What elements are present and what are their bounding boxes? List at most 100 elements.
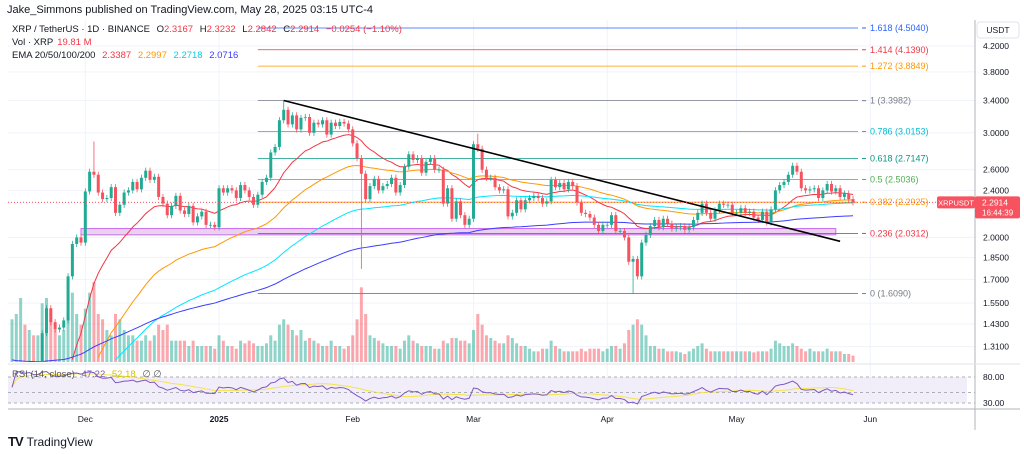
candle (791, 162, 795, 178)
fib-level-label: 1.618 (4.5040) (870, 23, 929, 33)
volume-bar (70, 292, 74, 362)
high-label: H (199, 24, 207, 35)
candle-body (661, 218, 665, 228)
candle (381, 183, 385, 194)
volume-bar (627, 330, 631, 362)
volume-bar (808, 348, 812, 362)
volume-bar (635, 319, 639, 362)
candle (510, 209, 514, 220)
price-tag-price: 2.2914 (982, 197, 1008, 207)
candle (562, 179, 566, 193)
volume-bar (821, 351, 825, 362)
candles (40, 100, 855, 362)
price-tag-symbol: XRPUSDT (938, 198, 974, 207)
candle-body (497, 187, 501, 191)
volume-bar (622, 343, 626, 362)
volume-bar (566, 351, 570, 362)
candle-body (247, 190, 251, 197)
candle-body (139, 177, 143, 190)
volume-bar (597, 348, 601, 362)
candle-body (273, 146, 277, 153)
volume-bar (709, 351, 713, 362)
candle (471, 141, 475, 222)
volume-bar (752, 352, 756, 362)
volume-bar (415, 343, 419, 362)
candle (795, 162, 799, 175)
volume-bar (786, 346, 790, 362)
candle (691, 216, 695, 231)
candle (592, 214, 596, 228)
candle-body (588, 214, 592, 218)
ema50-line (97, 164, 854, 358)
candle-body (101, 192, 105, 200)
candle (217, 185, 221, 231)
candle-body (635, 258, 639, 277)
candle (821, 187, 825, 202)
candle (536, 192, 540, 202)
candle-body (631, 258, 635, 262)
ema-legend: EMA 20/50/100/200 2.3387 2.2997 2.2718 2… (12, 50, 242, 61)
candle-body (70, 243, 74, 277)
volume-bar (36, 335, 40, 362)
volume-bar (32, 335, 36, 362)
candle (467, 215, 471, 228)
candle (454, 198, 458, 222)
volume-bar (325, 346, 329, 362)
candle-body (726, 204, 730, 206)
volume-bar (295, 335, 299, 362)
candle (687, 224, 691, 233)
candle-body (506, 189, 510, 217)
volume-bar (575, 351, 579, 362)
candle (838, 185, 842, 201)
volume-bar (717, 351, 721, 362)
candle-body (126, 190, 130, 193)
candle (528, 194, 532, 204)
candle-body (428, 158, 432, 162)
candle (847, 190, 851, 203)
candle (83, 188, 87, 246)
volume-bar (510, 338, 514, 362)
low-group: L2.2842 (242, 24, 276, 35)
x-tick-label: Mar (466, 414, 481, 424)
rsi-extra: ∅ ∅ (142, 369, 162, 380)
candle (131, 178, 135, 194)
volume-bar (53, 330, 57, 362)
x-tick-label: Dec (78, 414, 94, 424)
volume-bar (437, 348, 441, 362)
candle (605, 221, 609, 228)
candle (657, 216, 661, 231)
candle-body (226, 188, 230, 193)
candle-body (553, 179, 557, 188)
candle-body (269, 152, 273, 178)
volume-bar (208, 346, 212, 362)
candle (769, 206, 773, 226)
volume-bar (588, 348, 592, 362)
candle-body (666, 218, 670, 224)
volume-bar (424, 346, 428, 362)
y-tick-label: 3.0000 (983, 128, 1009, 138)
candle-body (83, 191, 87, 243)
candle (545, 198, 549, 207)
tradingview-logo[interactable]: TV TradingView (8, 434, 93, 449)
candle (321, 117, 325, 128)
volume-bar (825, 348, 829, 362)
candle-body (622, 231, 626, 238)
volume-bar (260, 346, 264, 362)
candle-body (351, 129, 355, 144)
candle-body (264, 177, 268, 182)
volume-bar (178, 340, 182, 362)
fib-level-label: 0.618 (2.7147) (870, 154, 929, 164)
volume-bar (459, 340, 463, 362)
candle (355, 140, 359, 162)
symbol-name[interactable]: XRP / TetherUS · 1D · BINANCE (12, 24, 150, 35)
candle (200, 208, 204, 220)
candle-body (467, 218, 471, 225)
candle (407, 151, 411, 170)
candle (519, 197, 523, 213)
volume-bar (648, 346, 652, 362)
volume-bar (497, 343, 501, 362)
candle-body (174, 195, 178, 206)
volume-bar (528, 348, 532, 362)
candle (631, 255, 635, 294)
